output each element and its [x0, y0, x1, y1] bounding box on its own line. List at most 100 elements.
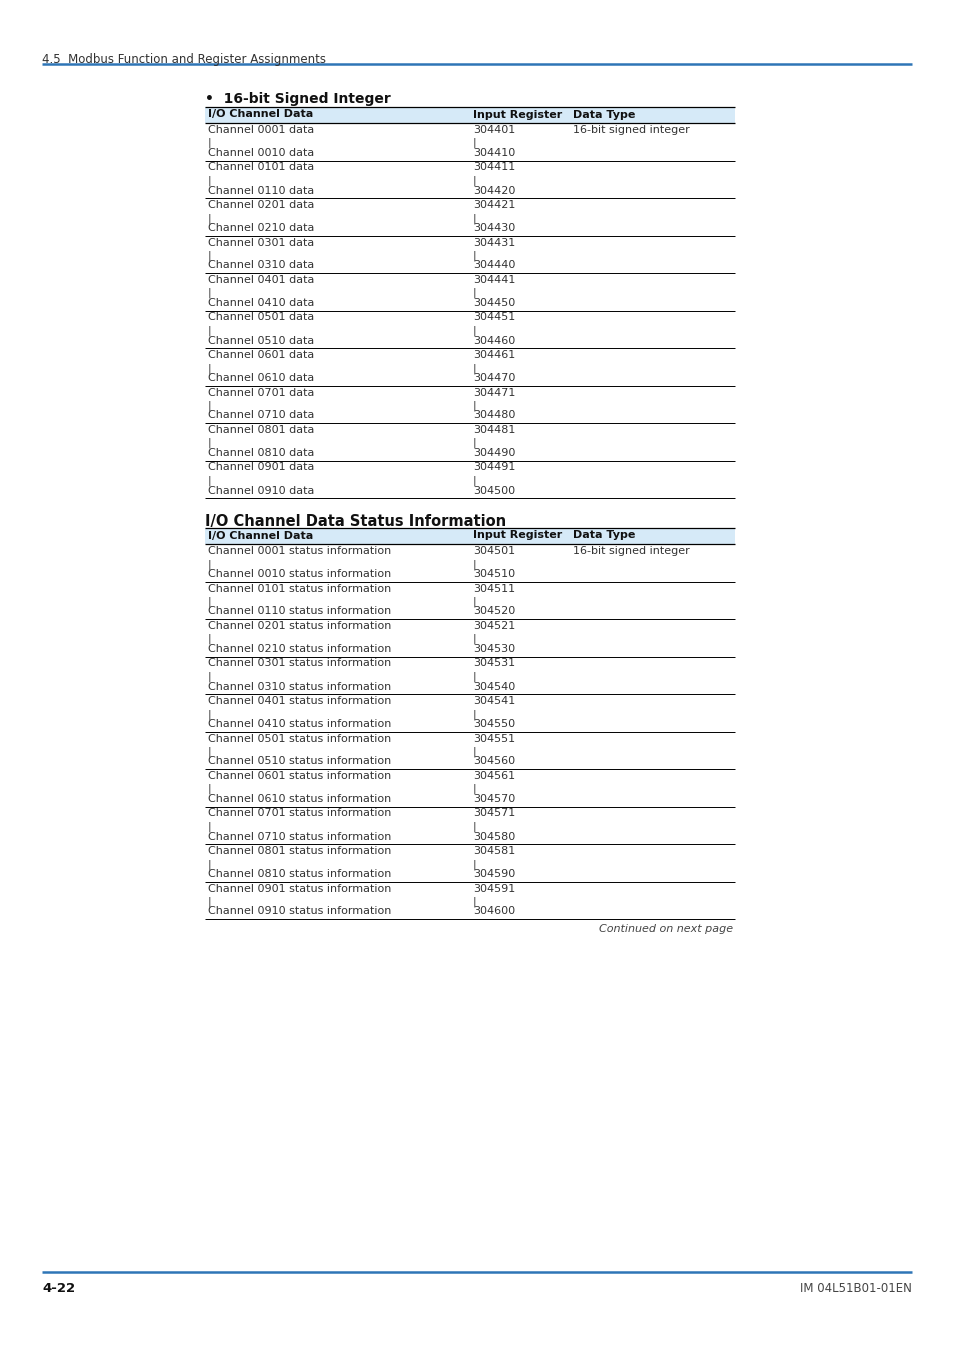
Text: 304581: 304581	[473, 846, 515, 856]
Text: 304521: 304521	[473, 621, 515, 630]
Text: |: |	[473, 138, 476, 148]
Text: |: |	[473, 597, 476, 608]
Text: 304511: 304511	[473, 583, 515, 594]
Bar	[205, 107, 734, 123]
Text: |: |	[473, 896, 476, 907]
Text: 304510: 304510	[473, 568, 515, 579]
Text: |: |	[208, 747, 212, 757]
Bar	[205, 528, 734, 544]
Text: |: |	[208, 896, 212, 907]
Text: 304570: 304570	[473, 794, 515, 805]
Text: |: |	[473, 251, 476, 261]
Text: |: |	[208, 251, 212, 261]
Text: |: |	[473, 671, 476, 682]
Text: |: |	[208, 671, 212, 682]
Text: 304530: 304530	[473, 644, 515, 653]
Text: |: |	[473, 325, 476, 336]
Text: |: |	[208, 138, 212, 148]
Text: Channel 0201 status information: Channel 0201 status information	[208, 621, 391, 630]
Text: 304520: 304520	[473, 606, 515, 617]
Text: |: |	[473, 401, 476, 410]
Text: Channel 0810 data: Channel 0810 data	[208, 448, 314, 458]
Text: 304401: 304401	[473, 126, 515, 135]
Text: 304441: 304441	[473, 275, 515, 285]
Text: 304430: 304430	[473, 223, 515, 234]
Text: 304451: 304451	[473, 312, 515, 323]
Text: |: |	[473, 288, 476, 298]
Text: Channel 0910 status information: Channel 0910 status information	[208, 906, 391, 917]
Text: 304591: 304591	[473, 883, 515, 894]
Text: 304561: 304561	[473, 771, 515, 782]
Text: Continued on next page: Continued on next page	[598, 923, 732, 934]
Text: 304490: 304490	[473, 448, 515, 458]
Text: |: |	[208, 634, 212, 644]
Text: Channel 0401 data: Channel 0401 data	[208, 275, 314, 285]
Text: |: |	[473, 559, 476, 570]
Text: |: |	[208, 559, 212, 570]
Text: |: |	[473, 634, 476, 644]
Text: 304540: 304540	[473, 682, 515, 691]
Text: Channel 0301 status information: Channel 0301 status information	[208, 659, 391, 668]
Text: |: |	[473, 176, 476, 186]
Text: |: |	[473, 822, 476, 832]
Text: Channel 0210 status information: Channel 0210 status information	[208, 644, 391, 653]
Text: 304420: 304420	[473, 185, 515, 196]
Text: 304531: 304531	[473, 659, 515, 668]
Text: Channel 0901 status information: Channel 0901 status information	[208, 883, 391, 894]
Text: 304410: 304410	[473, 148, 515, 158]
Text: 304471: 304471	[473, 387, 515, 397]
Text: |: |	[208, 475, 212, 486]
Text: |: |	[473, 859, 476, 869]
Text: Channel 0301 data: Channel 0301 data	[208, 238, 314, 247]
Text: |: |	[473, 363, 476, 374]
Text: 304500: 304500	[473, 486, 515, 495]
Text: |: |	[208, 822, 212, 832]
Text: 304460: 304460	[473, 336, 515, 346]
Text: |: |	[208, 363, 212, 374]
Text: |: |	[208, 437, 212, 448]
Text: Channel 0910 data: Channel 0910 data	[208, 486, 314, 495]
Text: 304560: 304560	[473, 756, 515, 767]
Text: 4-22: 4-22	[42, 1282, 75, 1295]
Text: I/O Channel Data Status Information: I/O Channel Data Status Information	[205, 514, 506, 529]
Text: I/O Channel Data: I/O Channel Data	[208, 531, 313, 540]
Text: Channel 0610 status information: Channel 0610 status information	[208, 794, 391, 805]
Text: |: |	[208, 213, 212, 224]
Text: |: |	[208, 784, 212, 795]
Text: 304481: 304481	[473, 425, 515, 435]
Text: I/O Channel Data: I/O Channel Data	[208, 109, 313, 120]
Text: 304450: 304450	[473, 298, 515, 308]
Text: Channel 0010 data: Channel 0010 data	[208, 148, 314, 158]
Text: Channel 0101 data: Channel 0101 data	[208, 162, 314, 173]
Text: Channel 0501 status information: Channel 0501 status information	[208, 733, 391, 744]
Text: |: |	[473, 213, 476, 224]
Text: Channel 0710 data: Channel 0710 data	[208, 410, 314, 420]
Text: 304421: 304421	[473, 200, 515, 211]
Text: Channel 0810 status information: Channel 0810 status information	[208, 869, 391, 879]
Text: Channel 0510 status information: Channel 0510 status information	[208, 756, 391, 767]
Text: 304431: 304431	[473, 238, 515, 247]
Text: 304590: 304590	[473, 869, 515, 879]
Text: Channel 0310 data: Channel 0310 data	[208, 261, 314, 270]
Text: 16-bit signed integer: 16-bit signed integer	[573, 126, 689, 135]
Text: 304461: 304461	[473, 350, 515, 360]
Text: 4.5  Modbus Function and Register Assignments: 4.5 Modbus Function and Register Assignm…	[42, 53, 326, 66]
Text: Channel 0901 data: Channel 0901 data	[208, 463, 314, 472]
Text: |: |	[208, 709, 212, 720]
Text: Channel 0710 status information: Channel 0710 status information	[208, 832, 391, 841]
Text: Channel 0410 data: Channel 0410 data	[208, 298, 314, 308]
Text: 304501: 304501	[473, 545, 515, 556]
Text: Channel 0210 data: Channel 0210 data	[208, 223, 314, 234]
Text: IM 04L51B01-01EN: IM 04L51B01-01EN	[800, 1282, 911, 1295]
Text: |: |	[208, 859, 212, 869]
Text: 304551: 304551	[473, 733, 515, 744]
Text: 16-bit signed integer: 16-bit signed integer	[573, 545, 689, 556]
Text: Channel 0701 status information: Channel 0701 status information	[208, 809, 391, 818]
Text: Channel 0701 data: Channel 0701 data	[208, 387, 314, 397]
Text: |: |	[208, 325, 212, 336]
Text: |: |	[208, 401, 212, 410]
Text: 304440: 304440	[473, 261, 515, 270]
Text: Channel 0110 data: Channel 0110 data	[208, 185, 314, 196]
Text: Input Register: Input Register	[473, 531, 561, 540]
Text: Channel 0001 status information: Channel 0001 status information	[208, 545, 391, 556]
